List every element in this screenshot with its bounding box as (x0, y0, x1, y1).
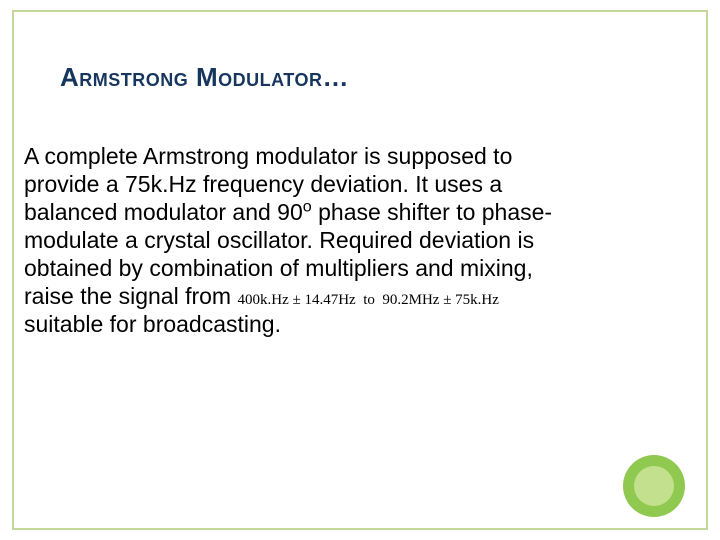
body-line-5: obtained by combination of multipliers a… (24, 255, 533, 281)
slide-title: Armstrong Modulator… (60, 62, 349, 93)
body-line-2: provide a 75k.Hz frequency deviation. It… (24, 171, 502, 197)
frame-border-left (12, 10, 14, 530)
body-formula: 400k.Hz ± 14.47Hz to 90.2MHz ± 75k.Hz (237, 292, 498, 308)
frame-border-right (706, 10, 708, 530)
body-line-7: suitable for broadcasting. (24, 311, 281, 337)
body-line-1: A complete Armstrong modulator is suppos… (24, 143, 512, 169)
decor-circle-inner (634, 466, 674, 506)
body-line-6a: raise the signal from (24, 283, 237, 309)
body-line-3-superscript: o (303, 197, 312, 215)
body-line-4: modulate a crystal oscillator. Required … (24, 227, 534, 253)
slide-body: A complete Armstrong modulator is suppos… (24, 142, 684, 338)
body-line-3a: balanced modulator and 90 (24, 199, 303, 225)
frame-border-top (12, 10, 708, 12)
body-line-3b: phase shifter to phase- (312, 199, 552, 225)
frame-border-bottom (12, 528, 708, 530)
slide: Armstrong Modulator… A complete Armstron… (0, 0, 720, 540)
